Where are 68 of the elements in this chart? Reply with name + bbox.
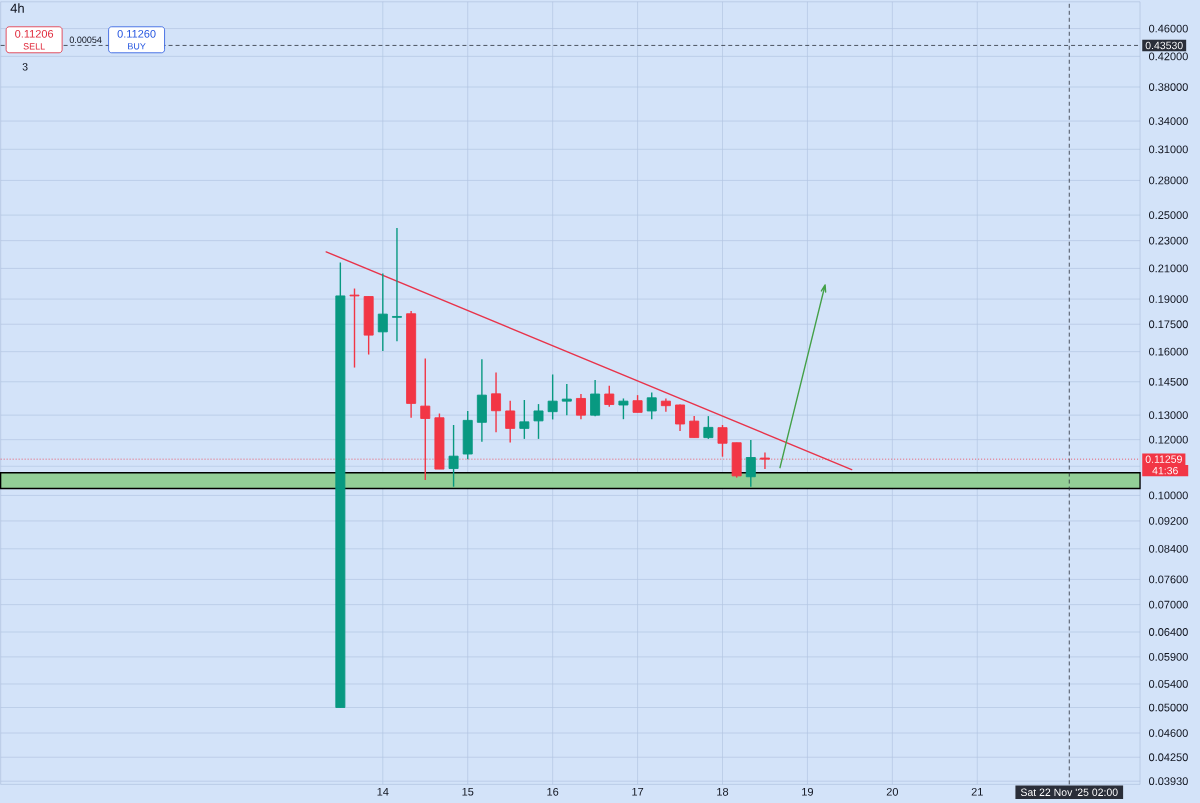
y-tick-label: 0.07600 xyxy=(1148,575,1188,584)
candlestick xyxy=(575,393,586,420)
y-tick-label: 0.10000 xyxy=(1148,491,1188,500)
x-tick-label: 19 xyxy=(802,787,814,796)
candlestick xyxy=(547,373,558,420)
candlestick xyxy=(519,399,530,440)
chart-title: 4h xyxy=(10,3,24,13)
candlestick xyxy=(745,439,756,488)
annotation: SELL xyxy=(23,42,45,50)
candlestick xyxy=(491,371,502,433)
candlestick xyxy=(349,287,360,369)
y-tick-label: 0.34000 xyxy=(1148,116,1188,125)
annotation: 0.00054 xyxy=(69,36,102,43)
y-tick-label: 0.14500 xyxy=(1148,377,1188,386)
text: 41:36 xyxy=(1152,466,1178,475)
candlestick xyxy=(759,451,770,470)
y-tick-label: 0.38000 xyxy=(1148,82,1188,91)
candlestick xyxy=(377,272,388,352)
y-tick-label: 0.03930 xyxy=(1148,777,1188,785)
y-tick-label: 0.17500 xyxy=(1148,320,1188,328)
annotation: 0.11206 xyxy=(15,29,54,38)
candlestick xyxy=(448,424,459,488)
annotation: 0.11260 xyxy=(117,29,156,38)
y-tick-label: 0.04250 xyxy=(1148,753,1188,761)
x-tick-label: 16 xyxy=(547,787,559,796)
ref-line-label: 0.11259 xyxy=(1145,455,1182,463)
candlestick xyxy=(604,384,615,408)
y-tick-label: 0.25000 xyxy=(1148,211,1188,219)
y-tick-label: 0.05900 xyxy=(1148,652,1188,661)
candlestick xyxy=(533,403,544,440)
x-tick-label: 21 xyxy=(971,787,983,796)
y-tick-label: 0.13000 xyxy=(1148,411,1188,419)
y-tick-label: 0.06400 xyxy=(1148,627,1188,636)
y-tick-label: 0.08400 xyxy=(1148,544,1188,553)
candlestick xyxy=(420,357,431,481)
y-tick-label: 0.09200 xyxy=(1148,516,1188,525)
y-tick-label: 0.21000 xyxy=(1148,264,1188,273)
y-tick-label: 0.04600 xyxy=(1148,728,1188,737)
y-tick-label: 0.07000 xyxy=(1148,600,1188,609)
x-tick-label: 14 xyxy=(377,787,389,796)
candlestick xyxy=(717,424,728,458)
y-tick-label: 0.28000 xyxy=(1148,176,1188,185)
ref-line-label: Sat 22 Nov '25 02:00 xyxy=(1020,788,1118,796)
y-tick-label: 0.31000 xyxy=(1148,145,1188,154)
y-tick-label: 0.16000 xyxy=(1148,347,1188,356)
y-tick-label: 0.23000 xyxy=(1148,236,1188,245)
candlestick xyxy=(391,227,402,342)
ref-line-label: 0.43530 xyxy=(1145,41,1183,49)
y-tick-label: 0.46000 xyxy=(1148,24,1188,33)
x-tick-label: 15 xyxy=(462,787,474,796)
x-tick-label: 17 xyxy=(632,787,644,796)
y-tick-label: 0.42000 xyxy=(1148,52,1188,61)
candlestick xyxy=(561,383,572,416)
candlestick xyxy=(703,415,714,440)
x-tick-label: 18 xyxy=(717,787,729,796)
candlestick xyxy=(618,397,629,420)
candlestick xyxy=(590,379,601,417)
annotation: BUY xyxy=(128,42,146,50)
y-tick-label: 0.05000 xyxy=(1148,703,1188,712)
candlestick xyxy=(689,415,700,439)
y-tick-label: 0.19000 xyxy=(1148,295,1188,303)
candlestick xyxy=(646,391,657,420)
x-tick-label: 20 xyxy=(886,787,899,796)
candlestick xyxy=(505,399,516,443)
y-tick-label: 0.05400 xyxy=(1148,679,1188,688)
candlestick xyxy=(675,403,686,432)
y-tick-label: 0.12000 xyxy=(1148,435,1188,444)
annotation: 3 xyxy=(22,62,28,71)
